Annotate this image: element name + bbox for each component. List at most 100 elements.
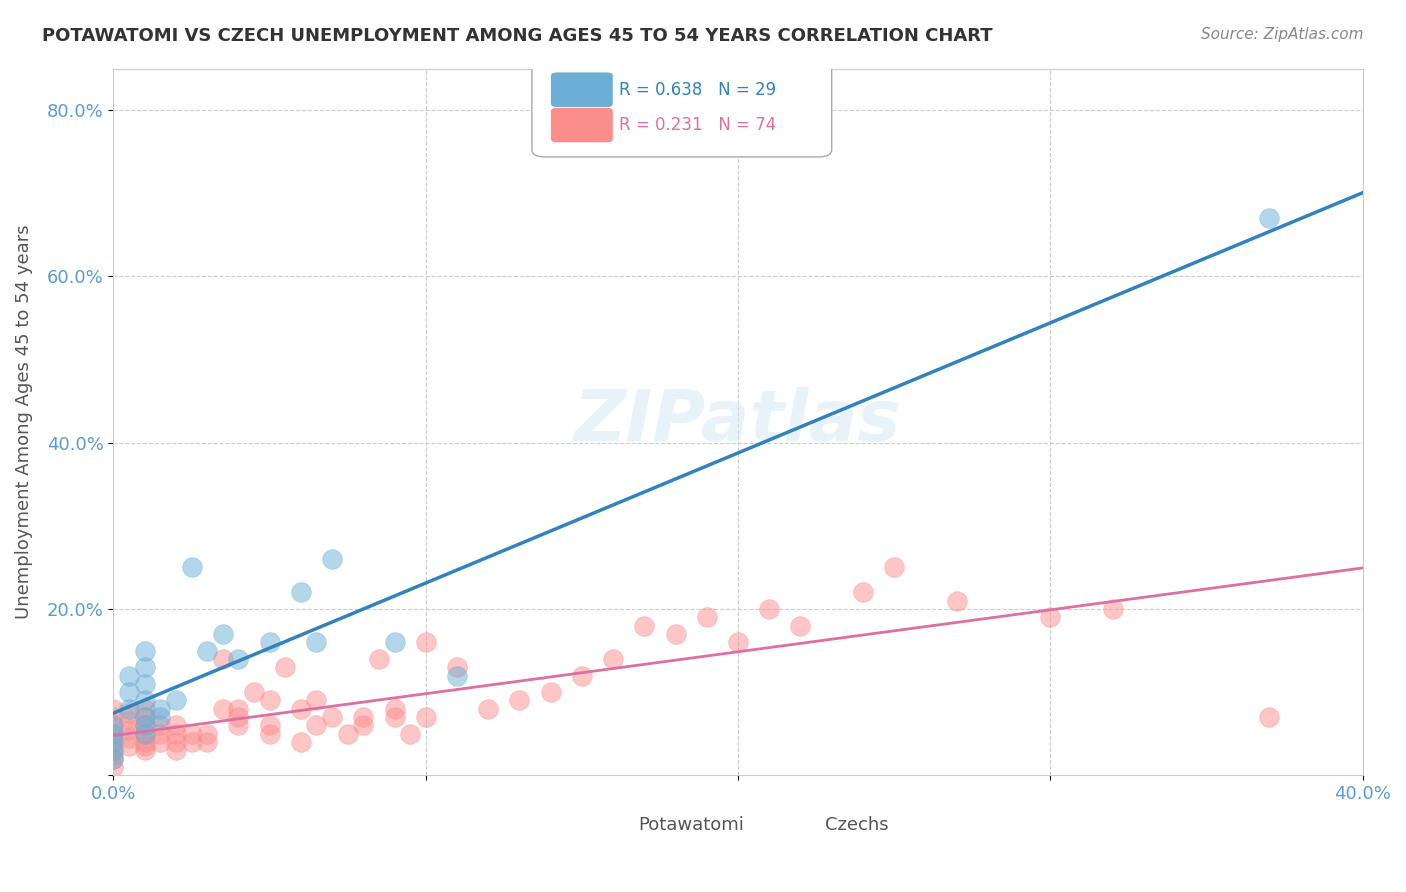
Point: [305, 718, 328, 732]
FancyBboxPatch shape: [551, 72, 613, 107]
Point: [118, 706, 141, 720]
Point: [118, 714, 141, 729]
Point: [134, 643, 156, 657]
Point: [211, 702, 233, 716]
Point: [118, 668, 141, 682]
Point: [446, 668, 468, 682]
Point: [103, 752, 125, 766]
Point: [352, 718, 374, 732]
Point: [321, 710, 343, 724]
Point: [259, 718, 281, 732]
Point: [134, 718, 156, 732]
Point: [336, 727, 359, 741]
FancyBboxPatch shape: [531, 62, 832, 157]
Point: [134, 727, 156, 741]
Point: [149, 710, 172, 724]
Point: [540, 685, 562, 699]
Text: R = 0.638   N = 29: R = 0.638 N = 29: [620, 80, 776, 99]
Text: Czechs: Czechs: [825, 816, 889, 834]
Point: [195, 735, 218, 749]
FancyBboxPatch shape: [769, 808, 825, 839]
FancyBboxPatch shape: [582, 808, 638, 839]
Point: [290, 735, 312, 749]
Point: [1101, 602, 1123, 616]
Text: Source: ZipAtlas.com: Source: ZipAtlas.com: [1201, 27, 1364, 42]
Point: [134, 743, 156, 757]
Text: ZIPatlas: ZIPatlas: [574, 387, 901, 457]
Point: [118, 723, 141, 737]
Point: [415, 635, 437, 649]
Point: [165, 735, 187, 749]
Point: [602, 652, 624, 666]
Point: [165, 743, 187, 757]
Point: [134, 677, 156, 691]
Point: [211, 627, 233, 641]
Point: [149, 727, 172, 741]
Point: [290, 702, 312, 716]
Point: [118, 739, 141, 754]
Point: [305, 693, 328, 707]
Point: [103, 735, 125, 749]
Point: [259, 635, 281, 649]
Point: [134, 735, 156, 749]
Point: [103, 752, 125, 766]
Point: [134, 718, 156, 732]
Point: [384, 635, 406, 649]
Point: [852, 585, 875, 599]
Point: [446, 660, 468, 674]
Y-axis label: Unemployment Among Ages 45 to 54 years: Unemployment Among Ages 45 to 54 years: [15, 225, 32, 619]
Point: [664, 627, 686, 641]
Point: [1257, 211, 1279, 226]
Text: R = 0.231   N = 74: R = 0.231 N = 74: [620, 116, 776, 134]
Point: [134, 710, 156, 724]
Point: [945, 593, 967, 607]
Point: [290, 585, 312, 599]
Point: [789, 618, 811, 632]
Point: [134, 702, 156, 716]
Point: [1257, 710, 1279, 724]
Point: [118, 731, 141, 745]
Point: [103, 727, 125, 741]
Point: [134, 710, 156, 724]
Point: [243, 685, 266, 699]
Text: Potawatomi: Potawatomi: [638, 816, 744, 834]
Text: POTAWATOMI VS CZECH UNEMPLOYMENT AMONG AGES 45 TO 54 YEARS CORRELATION CHART: POTAWATOMI VS CZECH UNEMPLOYMENT AMONG A…: [42, 27, 993, 45]
Point: [228, 702, 250, 716]
Point: [211, 652, 233, 666]
Point: [103, 702, 125, 716]
Point: [384, 710, 406, 724]
Point: [508, 693, 530, 707]
Point: [758, 602, 780, 616]
Point: [103, 747, 125, 762]
Point: [696, 610, 718, 624]
Point: [228, 652, 250, 666]
Point: [259, 727, 281, 741]
Point: [321, 552, 343, 566]
Point: [633, 618, 655, 632]
Point: [134, 727, 156, 741]
Point: [118, 685, 141, 699]
Point: [103, 710, 125, 724]
Point: [367, 652, 389, 666]
Point: [103, 760, 125, 774]
Point: [103, 743, 125, 757]
Point: [180, 727, 202, 741]
Point: [180, 560, 202, 574]
Point: [165, 727, 187, 741]
Point: [477, 702, 499, 716]
Point: [384, 702, 406, 716]
Point: [727, 635, 749, 649]
Point: [180, 735, 202, 749]
Point: [134, 693, 156, 707]
Point: [228, 710, 250, 724]
FancyBboxPatch shape: [551, 107, 613, 143]
Point: [149, 702, 172, 716]
Point: [228, 718, 250, 732]
Point: [195, 727, 218, 741]
Point: [165, 693, 187, 707]
Point: [134, 739, 156, 754]
Point: [883, 560, 905, 574]
Point: [399, 727, 422, 741]
Point: [118, 702, 141, 716]
Point: [134, 660, 156, 674]
